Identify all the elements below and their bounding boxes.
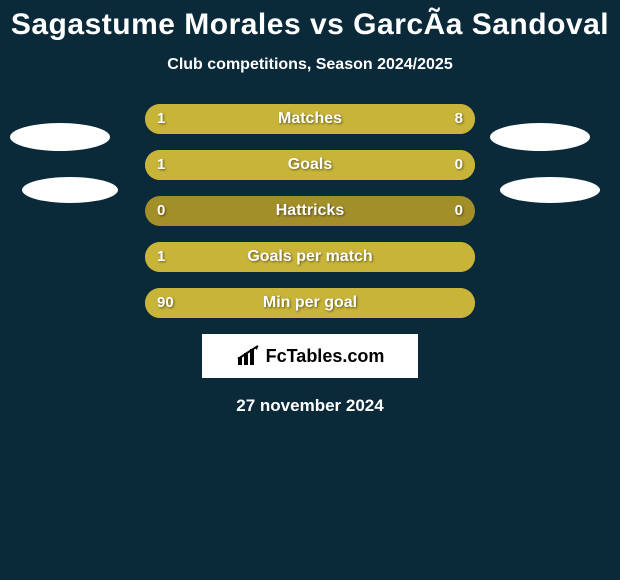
comparison-card: Sagastume Morales vs GarcÃ­a Sandoval Cl…	[0, 0, 620, 580]
player-placeholder-ellipse	[490, 123, 590, 151]
stats-area: Matches18Goals10Hattricks00Goals per mat…	[0, 104, 620, 318]
player-placeholder-ellipse	[10, 123, 110, 151]
date-text: 27 november 2024	[0, 396, 620, 416]
stat-row: Goals per match1	[145, 242, 475, 272]
stat-value-left: 1	[157, 242, 165, 272]
player-placeholder-ellipse	[500, 177, 600, 203]
player-placeholder-ellipse	[22, 177, 118, 203]
stat-label: Goals per match	[145, 242, 475, 272]
brand-logo: FcTables.com	[202, 334, 418, 378]
stat-row: Min per goal90	[145, 288, 475, 318]
stat-row: Matches1 8	[145, 104, 475, 134]
stat-label: Goals	[145, 150, 475, 180]
stat-row: Goals1 0	[145, 150, 475, 180]
page-title: Sagastume Morales vs GarcÃ­a Sandoval	[0, 0, 620, 42]
stat-label: Hattricks	[145, 196, 475, 226]
page-subtitle: Club competitions, Season 2024/2025	[0, 56, 620, 74]
chart-icon	[236, 345, 262, 367]
stat-value-left: 1	[157, 150, 165, 180]
stat-row: Hattricks0 0	[145, 196, 475, 226]
stat-value-right: 0	[455, 196, 463, 226]
stat-value-right: 8	[455, 104, 463, 134]
stat-value-left: 1	[157, 104, 165, 134]
stat-label: Matches	[145, 104, 475, 134]
stat-label: Min per goal	[145, 288, 475, 318]
stat-value-left: 90	[157, 288, 174, 318]
brand-logo-text: FcTables.com	[266, 346, 385, 367]
stat-value-right: 0	[455, 150, 463, 180]
stat-value-left: 0	[157, 196, 165, 226]
